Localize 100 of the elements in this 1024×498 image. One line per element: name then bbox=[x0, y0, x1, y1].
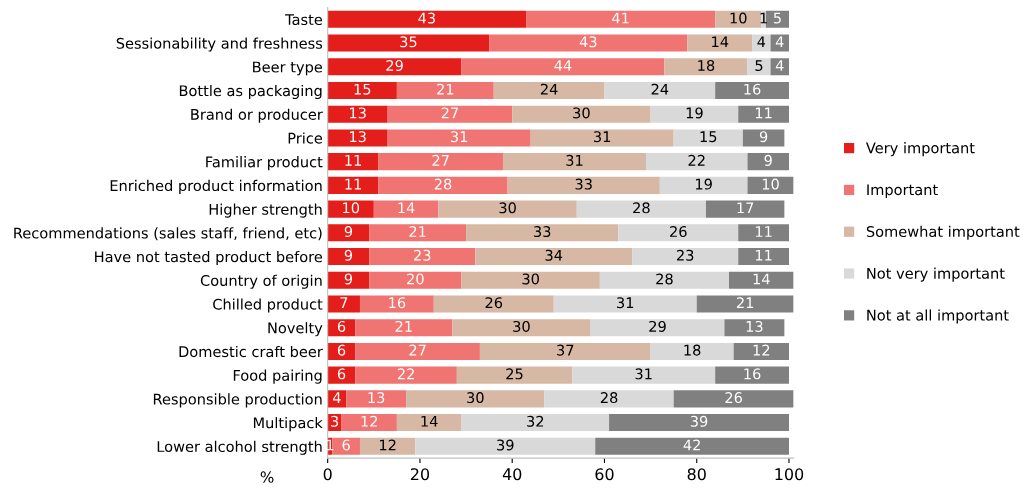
data-label: 9 bbox=[344, 273, 353, 285]
data-label: 20 bbox=[407, 273, 424, 285]
bar bbox=[378, 153, 503, 171]
data-label: 28 bbox=[600, 392, 618, 404]
bar bbox=[659, 176, 748, 194]
data-label: 33 bbox=[534, 226, 551, 238]
y-tick-label: Chilled product bbox=[213, 298, 323, 313]
y-tick-label: Domestic craft beer bbox=[179, 345, 323, 358]
legend-label: Not very important bbox=[867, 267, 1005, 282]
bar bbox=[346, 390, 407, 408]
data-label: 39 bbox=[497, 439, 514, 451]
data-label: 25 bbox=[506, 368, 523, 380]
bar bbox=[341, 414, 397, 432]
bar bbox=[765, 10, 789, 28]
bar bbox=[373, 200, 439, 218]
bar bbox=[664, 58, 748, 76]
bar bbox=[327, 200, 374, 218]
data-label: 43 bbox=[418, 12, 435, 24]
legend-label: Somewhat important bbox=[866, 225, 1020, 240]
data-label: 19 bbox=[695, 178, 712, 190]
data-label: 1 bbox=[760, 12, 767, 24]
data-label: 26 bbox=[485, 297, 503, 309]
y-tick-label: Taste bbox=[285, 14, 323, 26]
data-label: 6 bbox=[337, 344, 346, 356]
data-label: 13 bbox=[349, 107, 366, 119]
y-tick-label: Beer type bbox=[253, 61, 323, 76]
x-tick-label: 100 bbox=[775, 468, 804, 481]
data-label: 30 bbox=[573, 107, 590, 119]
bar bbox=[387, 105, 513, 123]
data-label: 18 bbox=[698, 59, 715, 71]
data-label: 30 bbox=[499, 202, 516, 214]
bar bbox=[355, 366, 457, 384]
bar bbox=[327, 224, 370, 242]
bar bbox=[715, 366, 789, 384]
data-label: 6 bbox=[337, 320, 346, 332]
bar bbox=[696, 295, 794, 313]
data-label: 14 bbox=[398, 202, 415, 214]
bar bbox=[673, 129, 743, 147]
bar bbox=[387, 129, 531, 147]
data-label: 22 bbox=[397, 368, 414, 380]
bar bbox=[632, 248, 739, 266]
bar bbox=[461, 271, 600, 289]
data-label: 15 bbox=[700, 131, 717, 143]
bar bbox=[396, 414, 462, 432]
bar bbox=[673, 390, 794, 408]
data-label: 31 bbox=[593, 131, 611, 143]
bar bbox=[599, 271, 730, 289]
bar bbox=[544, 390, 674, 408]
data-label: 4 bbox=[757, 36, 766, 48]
data-label: 28 bbox=[656, 273, 673, 285]
data-label: 31 bbox=[617, 297, 634, 309]
data-label: 11 bbox=[345, 155, 361, 166]
bar bbox=[618, 224, 739, 242]
data-label: 28 bbox=[434, 178, 452, 190]
bar bbox=[466, 224, 619, 242]
y-tick-label: Price bbox=[288, 132, 323, 144]
data-label: 5 bbox=[755, 60, 763, 71]
data-label: 35 bbox=[400, 36, 417, 48]
bar bbox=[327, 248, 370, 266]
data-label: 9 bbox=[344, 226, 353, 238]
bar bbox=[590, 319, 725, 337]
data-label: 18 bbox=[684, 344, 701, 356]
bar bbox=[327, 129, 388, 147]
y-tick-label: Lower alcohol strength bbox=[157, 440, 322, 455]
data-label: 22 bbox=[688, 154, 705, 166]
bar bbox=[572, 366, 716, 384]
data-label: 24 bbox=[540, 83, 558, 95]
data-label: 10 bbox=[730, 12, 747, 24]
data-label: 33 bbox=[575, 178, 592, 190]
data-label: 9 bbox=[344, 249, 353, 261]
data-label: 13 bbox=[746, 320, 763, 332]
bar bbox=[512, 105, 651, 123]
bar bbox=[650, 105, 739, 123]
bar bbox=[461, 414, 610, 432]
bar bbox=[715, 10, 762, 28]
data-label: 37 bbox=[557, 344, 574, 356]
data-label: 15 bbox=[354, 83, 371, 95]
data-label: 5 bbox=[773, 12, 781, 24]
data-label: 16 bbox=[744, 368, 761, 380]
data-label: 16 bbox=[389, 297, 406, 309]
data-label: 19 bbox=[686, 107, 703, 119]
bar bbox=[738, 224, 789, 242]
data-label: 29 bbox=[649, 320, 666, 332]
bar bbox=[327, 153, 379, 171]
data-label: 23 bbox=[676, 249, 694, 261]
data-label: 13 bbox=[349, 131, 366, 143]
bar bbox=[604, 81, 716, 100]
y-tick-label: Have not tasted product before bbox=[95, 250, 323, 266]
bar bbox=[553, 295, 697, 313]
y-tick-label: Recommendations (sales staff, friend, etc) bbox=[14, 227, 322, 241]
data-label: 16 bbox=[744, 83, 761, 95]
bar bbox=[327, 34, 490, 52]
bar bbox=[327, 58, 462, 76]
legend-label: Very important bbox=[865, 142, 975, 157]
data-label: 31 bbox=[450, 131, 468, 143]
bar bbox=[493, 81, 605, 100]
bar bbox=[479, 342, 651, 360]
data-label: 26 bbox=[725, 392, 742, 404]
y-tick-label: Responsible production bbox=[153, 393, 322, 408]
bar bbox=[461, 58, 665, 76]
